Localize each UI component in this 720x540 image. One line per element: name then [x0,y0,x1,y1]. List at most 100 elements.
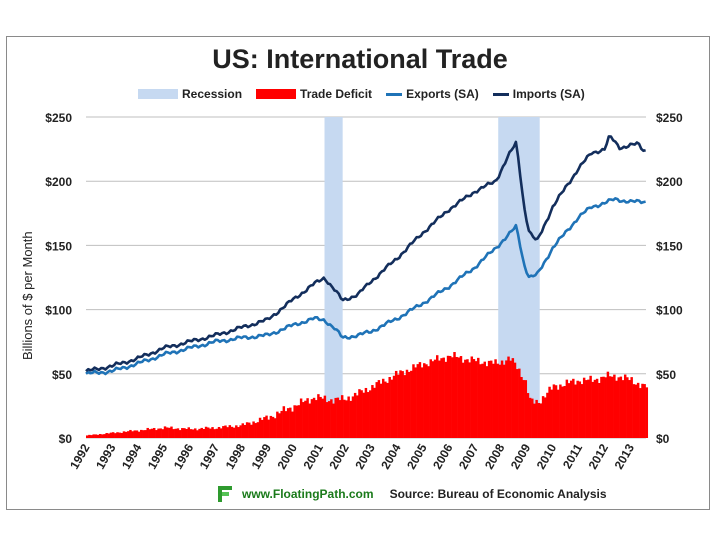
x-tick-label: 2008 [482,441,508,471]
trade-deficit-bar [384,381,387,438]
trade-deficit-bar [420,367,424,438]
trade-deficit-bar [137,431,141,438]
trade-deficit-bar [152,427,156,438]
trade-deficit-bar [466,359,469,438]
trade-deficit-bar [621,380,625,438]
trade-deficit-bar [241,423,245,438]
trade-deficit-bar [120,432,124,438]
trade-deficit-bar [219,428,223,438]
trade-deficit-bar [140,429,143,438]
x-tick-label: 1997 [197,441,223,471]
trade-deficit-bar [600,376,603,438]
x-tick-label: 1993 [93,441,119,471]
trade-deficit-bar [181,428,184,438]
trade-deficit-bar [613,374,616,438]
footer-website-link[interactable]: www.FloatingPath.com [242,487,374,501]
trade-deficit-bar [351,396,355,438]
trade-deficit-bar [565,379,569,438]
trade-deficit-bar [436,355,439,438]
trade-deficit-bar [388,376,391,438]
trade-deficit-bar [98,434,102,438]
trade-deficit-bar [237,427,240,438]
trade-deficit-bar [211,427,214,438]
trade-deficit-bar [135,430,139,438]
trade-deficit-bar [416,364,420,438]
trade-deficit-bar [200,427,203,438]
trade-deficit-bar [440,358,443,438]
trade-deficit-bar [245,422,249,438]
trade-deficit-bar [457,357,461,438]
trade-deficit-bar [390,379,394,438]
x-tick-label: 1999 [249,441,275,471]
trade-deficit-bar [492,363,495,438]
trade-deficit-bar [405,369,409,438]
trade-deficit-bar [485,366,489,438]
trade-deficit-bar [483,361,486,438]
trade-deficit-bar [325,402,329,438]
trade-deficit-bar [243,424,247,438]
trade-deficit-bar [589,375,592,438]
trade-deficit-bar [330,399,333,438]
trade-deficit-bar [522,380,525,438]
legend-label-exports: Exports (SA) [406,87,479,101]
y-tick-left: $0 [59,432,73,446]
trade-deficit-bar [362,392,366,438]
trade-deficit-bar [470,356,474,438]
trade-deficit-bar [202,428,206,438]
trade-deficit-bar [598,383,601,438]
trade-deficit-bars [86,352,649,438]
trade-deficit-bar [373,387,376,438]
legend: Recession Trade Deficit Exports (SA) Imp… [138,87,599,101]
trade-deficit-bar [427,366,430,438]
trade-deficit-bar [176,428,180,438]
trade-deficit-bar [148,429,152,438]
trade-deficit-bar [576,380,579,438]
trade-deficit-bar [582,377,586,438]
x-tick-label: 2005 [404,441,430,471]
trade-deficit-bar [94,434,98,438]
trade-deficit-bar [425,364,428,438]
trade-deficit-bar [284,411,288,438]
trade-deficit-bar [150,428,154,438]
trade-deficit-bar [142,430,145,438]
trade-deficit-bar [623,374,627,438]
trade-deficit-bar [407,371,411,438]
trade-deficit-bar [375,382,378,438]
x-tick-label: 2009 [508,441,534,471]
trade-deficit-bar [127,431,130,438]
trade-deficit-bar [198,428,201,438]
trade-deficit-bar [165,427,169,438]
trade-deficit-bar [168,427,171,438]
trade-deficit-bar [161,429,165,438]
trade-deficit-bar [323,395,327,438]
trade-deficit-bar [224,425,227,438]
trade-deficit-bar [533,403,536,438]
trade-deficit-bar [429,359,432,438]
y-tick-right: $50 [656,368,676,382]
trade-deficit-bar [146,427,149,438]
trade-deficit-bar [297,405,301,438]
legend-label-recession: Recession [182,87,243,101]
x-tick-label: 1994 [119,441,145,471]
trade-deficit-bar [552,384,556,438]
imports-line [85,135,646,373]
trade-deficit-bar [453,352,456,438]
trade-deficit-bar [96,434,100,438]
trade-deficit-bar [101,434,104,438]
trade-deficit-bar [340,395,344,438]
trade-deficit-bar [371,385,374,438]
trade-deficit-bar [518,368,521,438]
trade-deficit-bar [358,389,361,438]
trade-deficit-bar [88,434,91,438]
trade-deficit-bar [250,424,253,438]
trade-deficit-bar [602,376,605,438]
trade-deficit-bar [92,434,95,438]
legend-item-exports: Exports (SA) [386,87,479,101]
trade-deficit-bar [399,370,402,438]
y-tick-left: $200 [45,175,72,189]
trade-deficit-bar [481,363,484,438]
trade-deficit-bar [232,427,236,438]
trade-deficit-bar [256,422,260,438]
trade-deficit-bar [377,380,381,438]
x-tick-label: 2002 [326,441,352,471]
